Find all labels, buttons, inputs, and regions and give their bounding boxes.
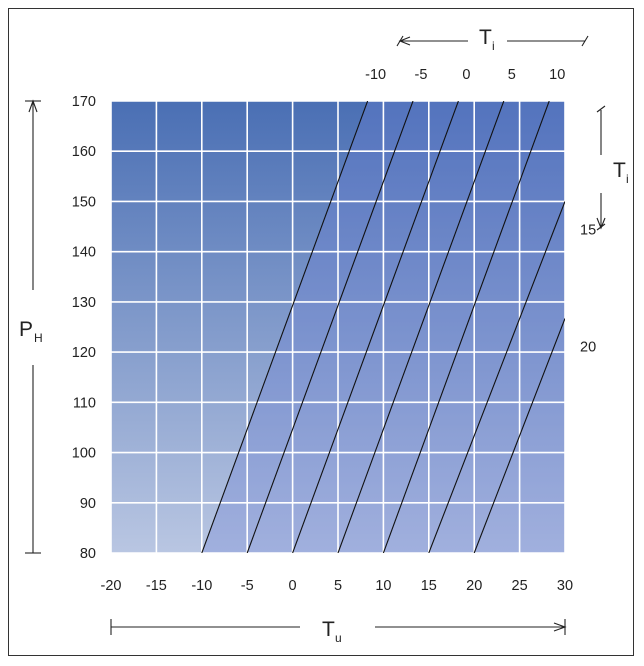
x-tick-label: 10 <box>375 578 391 594</box>
y-tick-label: 160 <box>72 144 96 160</box>
ti-line <box>428 201 565 553</box>
ti-right-arrow-cap <box>596 105 606 113</box>
ti-line <box>201 101 369 553</box>
y-tick-label: 110 <box>73 395 96 411</box>
ti-right-tick-label: 20 <box>580 339 596 355</box>
ti-right-label-sub: i <box>626 172 629 186</box>
x-tick-label: -10 <box>191 578 212 594</box>
x-tick-label: 25 <box>512 578 528 594</box>
ti-top-tick-label: 10 <box>549 67 565 83</box>
y-tick-label: 120 <box>72 345 96 361</box>
y-axis-label: P <box>19 318 33 341</box>
x-tick-label: 15 <box>421 578 437 594</box>
ti-line <box>382 101 550 553</box>
ti-top-tick-label: 0 <box>462 67 470 83</box>
y-tick-label: 170 <box>72 94 96 110</box>
y-tick-label: 90 <box>80 496 96 512</box>
ti-lines <box>201 101 565 553</box>
ti-top-tick-label: 5 <box>508 67 516 83</box>
x-tick-label: -20 <box>101 578 122 594</box>
ti-right-tick-label: 15 <box>580 222 596 238</box>
y-tick-label: 130 <box>72 295 96 311</box>
ti-top-label-sub: i <box>492 39 495 53</box>
axis-arrows <box>25 35 606 635</box>
x-tick-label: 5 <box>334 578 342 594</box>
x-tick-label: -15 <box>146 578 167 594</box>
ti-top-tick-label: -5 <box>415 67 428 83</box>
x-tick-label: 30 <box>557 578 573 594</box>
tick-labels: -20 -15 -10 -5 0 5 10 15 20 25 3080901001101201301… <box>72 67 596 594</box>
y-tick-label: 140 <box>72 245 96 261</box>
ti-line <box>337 101 505 553</box>
ti-top-label: T <box>479 26 492 49</box>
ti-line <box>473 318 565 553</box>
ti-top-arrow-cap <box>581 35 589 47</box>
x-axis-arrowhead <box>553 622 567 632</box>
ti-top-tick-label: -10 <box>365 67 386 83</box>
x-axis-label: T <box>322 618 335 641</box>
ti-right-label: T <box>613 159 626 182</box>
y-tick-label: 100 <box>72 446 96 462</box>
y-tick-label: 150 <box>72 194 96 210</box>
ti-line <box>292 101 459 553</box>
grid <box>110 100 566 554</box>
x-tick-label: 20 <box>466 578 482 594</box>
x-tick-label: -5 <box>241 578 254 594</box>
ti-top-arrowhead <box>398 36 411 46</box>
ti-line <box>246 101 414 553</box>
y-axis-label-sub: H <box>34 331 43 345</box>
x-tick-label: 0 <box>289 578 297 594</box>
y-tick-label: 80 <box>80 546 96 562</box>
y-axis-arrowhead <box>28 99 38 113</box>
x-axis-label-sub: u <box>335 631 342 645</box>
ti-right-arrowhead <box>596 217 606 230</box>
